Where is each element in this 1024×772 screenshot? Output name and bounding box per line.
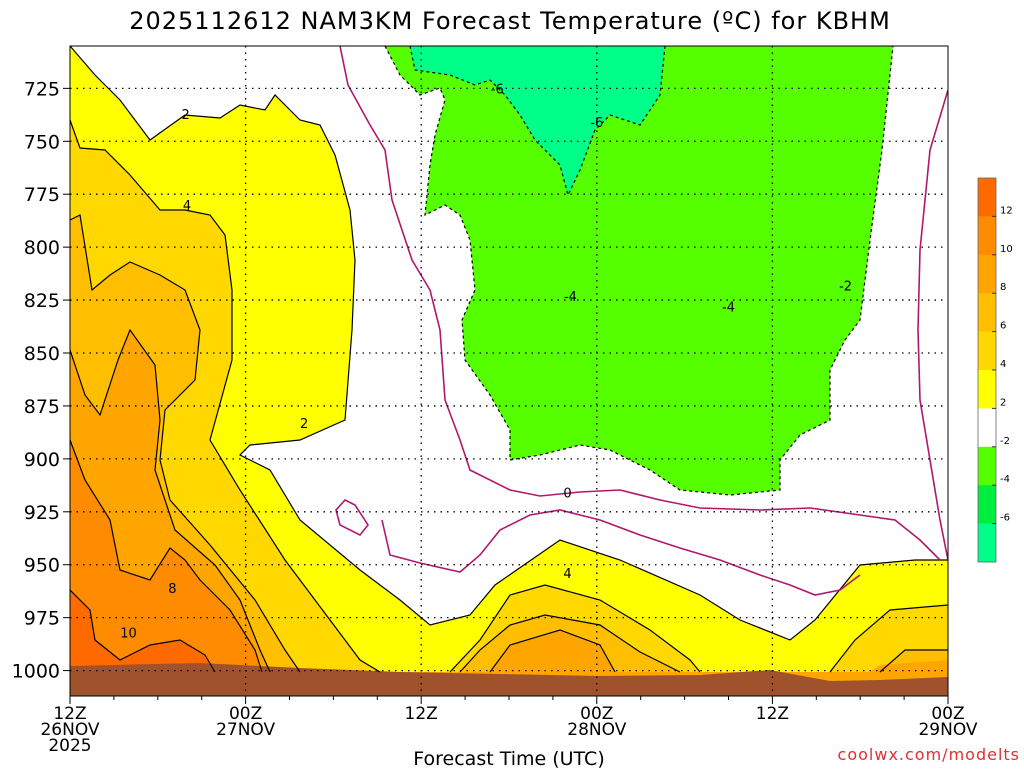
colorbar-swatch [978, 485, 996, 524]
contour-label: 2 [181, 108, 189, 123]
y-tick-label: 925 [24, 502, 60, 524]
region-warm-2c [70, 46, 948, 696]
y-tick-label: 875 [24, 396, 60, 418]
y-tick-label: 975 [24, 608, 60, 630]
grid-lines [70, 46, 948, 696]
contour-label: 4 [563, 567, 571, 582]
colorbar-tick-label: 8 [1000, 282, 1006, 293]
y-tick-label: 900 [24, 449, 60, 471]
y-axis: 725 750 775 800 825 850 875 900 925 950 975 1000 [12, 78, 70, 683]
contour-label: -6 [590, 116, 603, 131]
contour-label: -2 [839, 279, 852, 294]
contour-10c [70, 439, 263, 673]
contour-label: 2 [300, 417, 308, 432]
x-tick-label: 12Z [405, 704, 438, 724]
region-10c [70, 440, 262, 672]
colorbar-swatch [978, 370, 996, 409]
contour-12c [70, 589, 216, 673]
colorbar-swatch [978, 523, 996, 563]
region-12c [70, 590, 215, 672]
colorbar-swatch [978, 178, 996, 217]
contour-label: 8 [168, 582, 176, 597]
x-tick-label: 27NOV [216, 720, 275, 740]
y-tick-label: 750 [24, 131, 60, 153]
region-cold-minus4c [410, 46, 665, 195]
colorbar-swatch [978, 446, 996, 486]
colorbar-swatch [978, 408, 996, 448]
colorbar-swatch [978, 216, 996, 256]
contour-label: 4 [183, 199, 191, 214]
contour-8c [70, 328, 616, 673]
y-tick-label: 850 [24, 343, 60, 365]
y-tick-label: 775 [24, 184, 60, 206]
filled-contours [70, 46, 948, 696]
colorbar-swatch [978, 331, 996, 371]
contour-label: 0 [563, 487, 571, 502]
contour-lines [70, 46, 948, 673]
y-tick-label: 825 [24, 290, 60, 312]
x-tick-label: 26NOV [40, 720, 99, 740]
x-tick-label: 00Z [229, 704, 262, 724]
contour-labels: 2 4 2 8 10 -6 -6 -4 -4 -2 0 4 [120, 82, 852, 641]
colorbar-swatch [978, 254, 996, 294]
x-axis-title: Forecast Time (UTC) [413, 748, 604, 768]
x-tick-label: 12Z [53, 704, 86, 724]
y-tick-label: 725 [24, 78, 60, 100]
y-tick-label: 1000 [12, 661, 60, 683]
contour-6c [70, 214, 948, 673]
contour-0c-blob [335, 499, 369, 537]
colorbar-swatch [978, 293, 996, 332]
colorbar: 12 10 8 6 4 2 -2 -4 -6 [977, 177, 1013, 563]
credit-text: coolwx.com/modelts [838, 745, 1020, 764]
colorbar-tick-label: -4 [1000, 474, 1010, 485]
colorbar-tick-label: 10 [1000, 244, 1013, 255]
contour-2c [70, 46, 948, 641]
y-tick-label: 800 [24, 237, 60, 259]
x-tick-label: 00Z [931, 704, 964, 724]
colorbar-tick-label: 12 [1000, 205, 1013, 216]
contour-label: 10 [120, 626, 137, 641]
contour-label: -4 [564, 290, 577, 305]
region-cold-minus2c [385, 46, 893, 495]
colorbar-tick-label: 4 [1000, 359, 1006, 370]
colorbar-tick-label: -2 [1000, 436, 1010, 447]
terrain [70, 663, 948, 696]
colorbar-tick-label: 6 [1000, 321, 1006, 332]
chart-title: 2025112612 NAM3KM Forecast Temperature (… [129, 7, 891, 35]
contour-0c [339, 46, 948, 596]
x-tick-label: 12Z [756, 704, 789, 724]
contour-label: -6 [491, 82, 504, 97]
contour-minus4c [409, 46, 666, 197]
colorbar-tick-label: 2 [1000, 397, 1006, 408]
colorbar-tick-label: -6 [1000, 513, 1010, 524]
x-tick-label: 2025 [48, 736, 91, 756]
contour-4c [70, 119, 948, 673]
x-tick-label: 00Z [580, 704, 613, 724]
x-tick-label: 28NOV [567, 720, 626, 740]
x-tick-label: 29NOV [918, 720, 977, 740]
contour-label: -4 [722, 300, 735, 315]
y-tick-label: 950 [24, 555, 60, 577]
